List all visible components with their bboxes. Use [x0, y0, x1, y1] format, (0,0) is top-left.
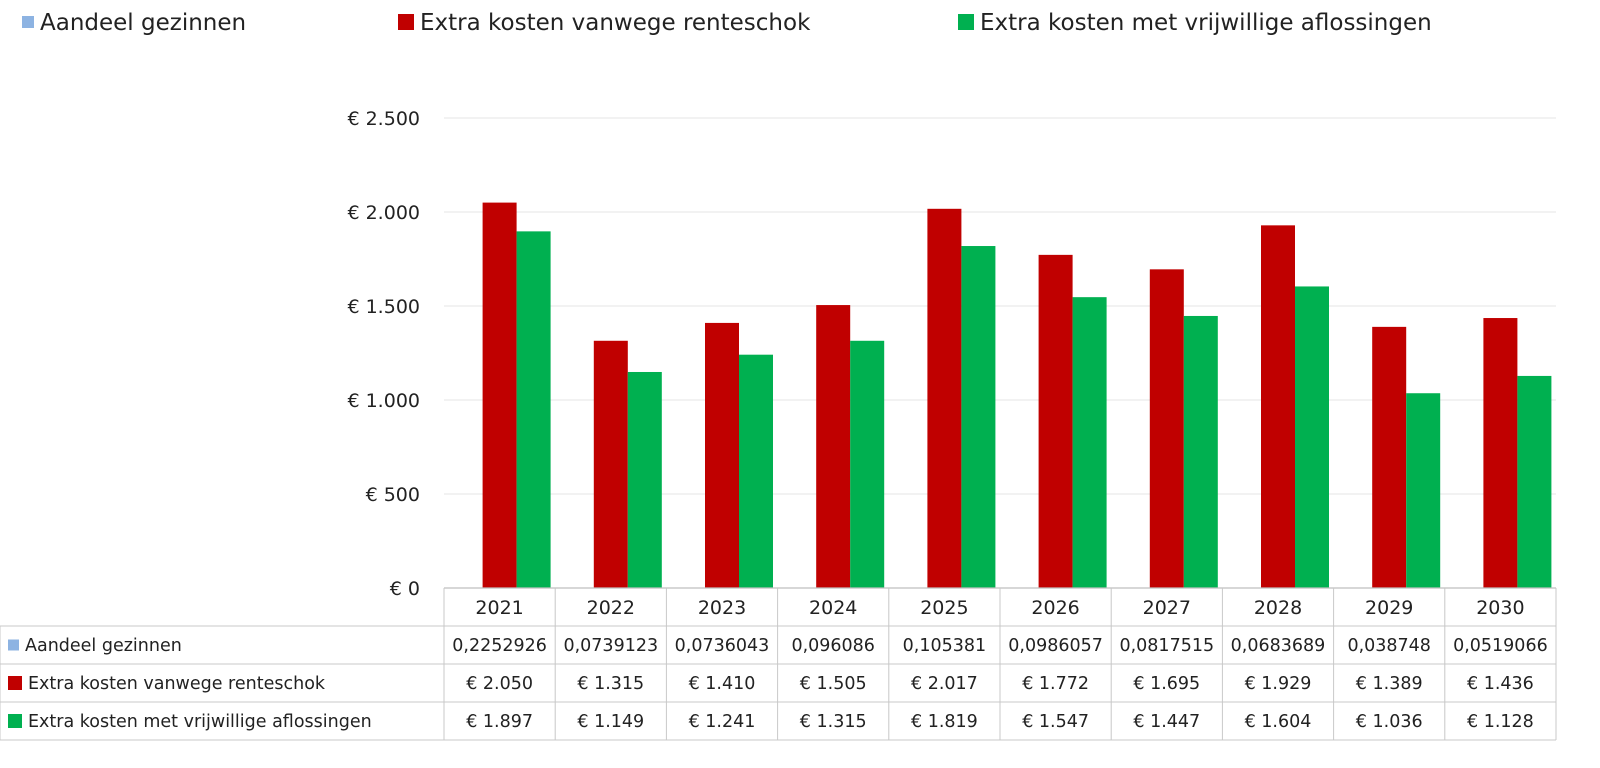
- table-row-key-2: [8, 676, 22, 690]
- table-row-label-3: Extra kosten met vrijwillige aflossingen: [28, 712, 372, 732]
- legend: Aandeel gezinnen Extra kosten vanwege ren…: [22, 10, 1432, 36]
- bar-2-2027: [1149, 269, 1184, 588]
- table-cell: € 1.128: [1467, 712, 1534, 732]
- bar-2-2026: [1038, 254, 1073, 588]
- bar-3-2021: [516, 231, 551, 588]
- y-tick-label: € 0: [390, 578, 420, 600]
- bar-2-2029: [1372, 326, 1407, 588]
- legend-label-2: Extra kosten vanwege renteschok: [420, 10, 811, 36]
- table-cell: € 1.315: [577, 674, 644, 694]
- table-cell: 0,0817515: [1119, 636, 1214, 656]
- y-tick-label: € 500: [366, 484, 420, 506]
- x-tick-label: 2025: [920, 597, 968, 619]
- bar-3-2023: [739, 354, 773, 588]
- table-row-key-1: [8, 639, 19, 651]
- x-tick-label: 2026: [1031, 597, 1079, 619]
- table-row-label-2: Extra kosten vanwege renteschok: [28, 674, 326, 694]
- table-cell: € 1.241: [689, 712, 756, 732]
- bar-2-2025: [927, 208, 962, 588]
- bar-2-2030: [1483, 318, 1518, 588]
- y-tick-label: € 2.500: [347, 108, 420, 130]
- table-cell: € 1.819: [911, 712, 978, 732]
- x-tick-label: 2023: [698, 597, 746, 619]
- bar-2-2022: [593, 340, 628, 588]
- table-row-key-3: [8, 714, 22, 728]
- table-cell: 0,0519066: [1453, 636, 1548, 656]
- y-axis: € 0 € 500 € 1.000 € 1.500 € 2.000 € 2.500: [347, 108, 420, 600]
- y-tick-label: € 1.000: [347, 390, 420, 412]
- table-cell: 0,0683689: [1231, 636, 1326, 656]
- x-tick-label: 2022: [587, 597, 635, 619]
- y-tick-label: € 2.000: [347, 202, 420, 224]
- table-cell: 0,096086: [791, 636, 875, 656]
- table-cell: 0,0739123: [563, 636, 658, 656]
- bar-3-2024: [850, 340, 885, 588]
- table-cell: 0,038748: [1347, 636, 1431, 656]
- table-cell: € 1.695: [1133, 674, 1200, 694]
- table-cell: € 1.036: [1356, 712, 1423, 732]
- table-cell: € 2.017: [911, 674, 978, 694]
- x-tick-label: 2028: [1254, 597, 1302, 619]
- x-tick-label: 2024: [809, 597, 857, 619]
- table-cell: € 1.149: [577, 712, 644, 732]
- table-cell: € 1.410: [689, 674, 756, 694]
- bar-3-2027: [1183, 315, 1218, 588]
- bar-2-2024: [816, 305, 851, 588]
- x-tick-label: 2021: [475, 597, 523, 619]
- table-cell: € 1.897: [466, 712, 533, 732]
- table-cell: € 1.436: [1467, 674, 1534, 694]
- data-table: 2021 2022 2023 2024 2025 2026 2027 2028 2029 2030…: [0, 587, 1557, 741]
- table-cell: € 1.315: [800, 712, 867, 732]
- bar-2-2023: [705, 322, 739, 588]
- legend-swatch-1: [22, 16, 34, 28]
- table-cell: € 1.604: [1245, 712, 1312, 732]
- bar-3-2025: [961, 246, 996, 588]
- table-cell: 0,2252926: [452, 636, 547, 656]
- bar-3-2030: [1517, 375, 1552, 588]
- bar-3-2028: [1295, 286, 1329, 588]
- table-cell: € 1.505: [800, 674, 867, 694]
- legend-swatch-2: [398, 14, 414, 30]
- table-cell: 0,0736043: [675, 636, 770, 656]
- bar-3-2022: [627, 371, 662, 588]
- table-row-label-1: Aandeel gezinnen: [25, 636, 182, 656]
- table-cell: € 1.389: [1356, 674, 1423, 694]
- table-cell: 0,105381: [903, 636, 987, 656]
- legend-label-1: Aandeel gezinnen: [40, 10, 246, 36]
- x-tick-label: 2027: [1143, 597, 1191, 619]
- table-cell: € 1.447: [1133, 712, 1200, 732]
- bar-2-2028: [1261, 225, 1295, 588]
- table-cell: € 1.547: [1022, 712, 1089, 732]
- table-cell: 0,0986057: [1008, 636, 1103, 656]
- table-cell: € 1.929: [1245, 674, 1312, 694]
- bar-2-2021: [482, 202, 517, 588]
- bar-3-2026: [1072, 297, 1107, 588]
- x-tick-label: 2030: [1476, 597, 1524, 619]
- legend-swatch-3: [958, 14, 974, 30]
- y-tick-label: € 1.500: [347, 296, 420, 318]
- bar-3-2029: [1406, 393, 1441, 588]
- legend-label-3: Extra kosten met vrijwillige aflossingen: [980, 10, 1432, 36]
- x-tick-label: 2029: [1365, 597, 1413, 619]
- table-cell: € 2.050: [466, 674, 533, 694]
- table-cell: € 1.772: [1022, 674, 1089, 694]
- bars: [448, 202, 1552, 588]
